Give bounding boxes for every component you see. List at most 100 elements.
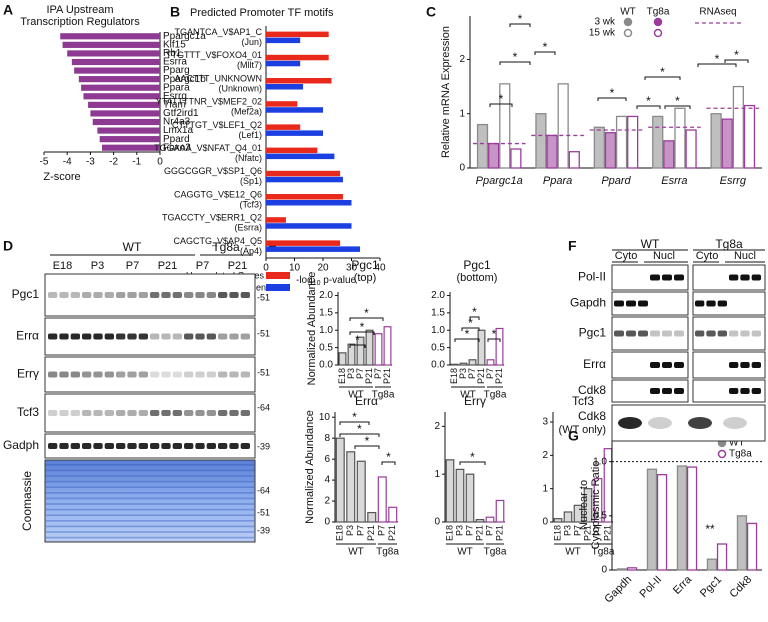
legend-label: WT — [729, 438, 745, 449]
bar — [486, 359, 495, 366]
legend-label: 3 wk — [594, 17, 616, 28]
x-tick-label: Ppara — [543, 175, 572, 187]
significance-label: * — [352, 410, 357, 424]
mw-marker: -51 — [257, 292, 270, 302]
blot-band — [729, 301, 738, 307]
blot-band — [662, 362, 672, 368]
category-label: Rb1 — [163, 48, 182, 59]
category-label: Esrra — [163, 57, 187, 68]
legend-label: Tg8a — [647, 7, 670, 18]
lane-label: P3 — [91, 260, 104, 272]
blot-band — [59, 410, 69, 416]
blot-band — [116, 443, 126, 449]
blot-band — [229, 443, 239, 449]
blot-stripe — [46, 531, 254, 533]
panel-letter: A — [3, 2, 13, 18]
bar — [626, 567, 638, 571]
bar — [74, 67, 160, 74]
row-label: Errα — [583, 357, 606, 371]
category-sublabel: (Sp1) — [240, 176, 262, 186]
blot-band — [195, 292, 205, 298]
row-label: Errα — [16, 329, 39, 343]
blot-band — [240, 410, 250, 416]
legend-marker — [653, 28, 663, 38]
mw-marker: -51 — [257, 367, 270, 377]
y-axis-label: Cytoplasmic Ratio — [590, 461, 602, 550]
blot-band — [93, 371, 103, 378]
significance-bracket — [469, 316, 480, 320]
significance-bracket — [381, 461, 396, 465]
significance-bracket — [487, 338, 501, 342]
y-tick-label: 1.0 — [593, 456, 607, 467]
blot-band — [662, 301, 672, 307]
bar — [476, 123, 489, 169]
bar — [535, 113, 547, 169]
y-tick-label: 2 — [434, 421, 440, 432]
blot-band — [626, 300, 636, 307]
blot-band — [695, 275, 704, 281]
blot-band — [70, 410, 80, 416]
bar — [685, 129, 697, 169]
blot-band — [740, 274, 750, 281]
chart-title: Predicted Promoter TF motifs — [190, 7, 334, 19]
x-tick-label: 0 — [263, 263, 269, 274]
significance-bracket — [339, 421, 370, 425]
y-tick-label: 3 — [542, 417, 548, 428]
significance-bracket — [349, 317, 384, 321]
y-tick-label: 0 — [459, 163, 465, 174]
category-label: Ppargc1b — [163, 74, 206, 85]
x-tick-label: Pgc1 — [698, 574, 724, 600]
blot-band — [706, 362, 715, 368]
blot-band — [638, 362, 648, 368]
y-tick-label: 0 — [434, 517, 440, 528]
blot-band — [161, 371, 171, 378]
blot-band — [638, 275, 648, 281]
blot-stripe — [46, 525, 254, 528]
blot-band — [614, 300, 624, 307]
bar — [455, 468, 465, 523]
x-tick-label: P21 — [382, 368, 392, 384]
bar — [676, 465, 688, 571]
category-label: Nr4a3 — [163, 117, 191, 128]
blot-band — [218, 333, 228, 340]
panel-letter: D — [3, 238, 13, 254]
x-tick-label: -3 — [86, 157, 95, 168]
category-sublabel: (Ap4) — [240, 246, 262, 256]
blot-band — [751, 330, 761, 337]
bar — [716, 543, 728, 571]
blot-band — [184, 410, 194, 416]
bar — [266, 37, 301, 44]
bar — [367, 511, 377, 523]
significance-label: * — [715, 52, 720, 66]
blot-band — [718, 275, 727, 281]
y-tick-label: 2 — [324, 496, 330, 507]
legend-marker — [623, 28, 633, 38]
significance-bracket — [489, 103, 513, 107]
chart-subtitle: (bottom) — [457, 272, 498, 284]
legend-marker — [653, 17, 663, 27]
blot-band — [752, 301, 761, 307]
bar — [616, 568, 628, 571]
fraction-label: Nucl — [653, 250, 675, 262]
bar — [266, 78, 332, 84]
x-tick-label: E18 — [552, 525, 562, 541]
group-label: WT — [565, 547, 581, 558]
row-label: (WT only) — [559, 424, 606, 436]
blot-band — [674, 362, 684, 368]
significance-bracket — [644, 76, 681, 80]
y-tick-label: 1 — [434, 469, 440, 480]
row-label: Cdk8 — [578, 409, 606, 423]
category-label: Klf15 — [163, 39, 186, 50]
row-label: Gadph — [3, 438, 39, 452]
blot-frame — [692, 291, 766, 316]
blot-band — [751, 388, 761, 394]
blot-band — [150, 371, 160, 378]
x-tick-label: P21 — [366, 525, 376, 541]
category-label: TTGTTT_V$FOXO4_01 — [166, 50, 262, 60]
blot-band — [695, 330, 705, 337]
blot-band — [626, 275, 636, 281]
group-label: WT — [460, 390, 476, 401]
category-label: CTTTGT_V$LEF1_Q2 — [172, 120, 262, 130]
bar — [78, 76, 160, 83]
significance-label: ** — [705, 522, 715, 536]
